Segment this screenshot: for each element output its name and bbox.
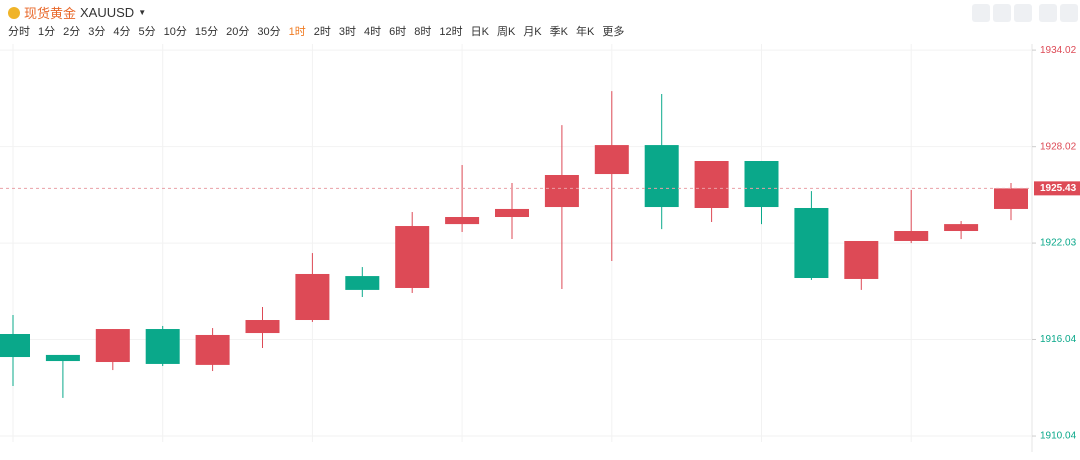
candle-body (0, 334, 30, 358)
interval-option[interactable]: 分时 (8, 26, 30, 38)
candle-body (894, 231, 929, 241)
y-tick-label: 1922.03 (1040, 238, 1077, 249)
interval-option[interactable]: 6时 (389, 26, 407, 38)
candle-body (145, 329, 180, 364)
candle-body (694, 161, 729, 208)
tool-button[interactable] (972, 4, 990, 22)
y-tick-label: 1910.04 (1040, 431, 1077, 442)
candle-body (295, 273, 330, 321)
candle-body (495, 208, 529, 218)
candle-body (794, 207, 829, 279)
interval-option[interactable]: 更多 (602, 26, 625, 38)
tool-button[interactable] (1060, 4, 1078, 22)
candle-body (345, 276, 380, 290)
candle-body (944, 224, 979, 232)
candle-body (245, 320, 280, 334)
interval-option[interactable]: 20分 (226, 26, 250, 38)
interval-bar: 分时 1分 2分 3分 4分 5分 10分 15分 20分 30分 1时 2时 3时 4时 6时 8时 12时日… (8, 23, 632, 39)
candle-body (445, 217, 480, 225)
interval-option[interactable]: 季K (549, 26, 568, 38)
interval-option[interactable]: 15分 (194, 26, 219, 38)
tool-button[interactable] (993, 4, 1011, 22)
candle-body (195, 334, 230, 365)
interval-option[interactable]: 日K (470, 26, 489, 38)
interval-option[interactable]: 8时 (414, 26, 432, 38)
candle-body (594, 145, 629, 175)
toolbar: 现货黄金 XAUUSD ▼ 分时 1分 2分 3分 4分 5分 10分 15分 20分 30分 1时… (0, 0, 1080, 44)
interval-option[interactable]: 4分 (113, 26, 131, 38)
caret: ▼ (138, 8, 147, 17)
interval-option[interactable]: 5分 (138, 26, 156, 38)
interval-option[interactable]: 1分 (38, 26, 56, 38)
tool-button[interactable] (1039, 4, 1057, 22)
candle-body (395, 226, 430, 288)
last-price-label: 1925.43 (1040, 183, 1077, 194)
interval-option[interactable]: 2分 (63, 26, 81, 38)
interval-option[interactable]: 月K (523, 26, 542, 38)
interval-option[interactable]: 30分 (257, 26, 281, 38)
candle-body (744, 161, 779, 208)
interval-option[interactable]: 年K (576, 26, 595, 38)
interval-option[interactable]: 3时 (338, 26, 356, 38)
y-tick-label: 1928.02 (1040, 141, 1077, 152)
symbol-icon (8, 6, 20, 19)
candle-body (844, 240, 879, 279)
candle-body (994, 188, 1028, 209)
candle-body (644, 145, 679, 208)
interval-option[interactable]: 10分 (163, 26, 187, 38)
interval-option[interactable]: 3分 (88, 26, 106, 38)
interval-option[interactable]: 1时 (288, 26, 306, 38)
interval-option[interactable]: 周K (496, 26, 516, 38)
candle-body (544, 175, 579, 208)
interval-option[interactable]: 4时 (364, 26, 382, 38)
interval-option[interactable]: 2时 (313, 26, 331, 38)
y-tick-label: 1916.04 (1040, 334, 1077, 345)
symbol-code: XAUUSD (80, 5, 135, 20)
tool-button[interactable] (1014, 4, 1032, 22)
interval-option[interactable]: 12时 (439, 26, 463, 38)
candle-body (45, 354, 80, 362)
symbol[interactable]: 现货黄金 XAUUSD ▼ (8, 3, 146, 22)
last-price-box (1034, 181, 1080, 196)
y-tick-label: 1934.02 (1040, 45, 1077, 56)
candle-body (95, 329, 130, 363)
symbol-name: 现货黄金 (24, 6, 77, 21)
